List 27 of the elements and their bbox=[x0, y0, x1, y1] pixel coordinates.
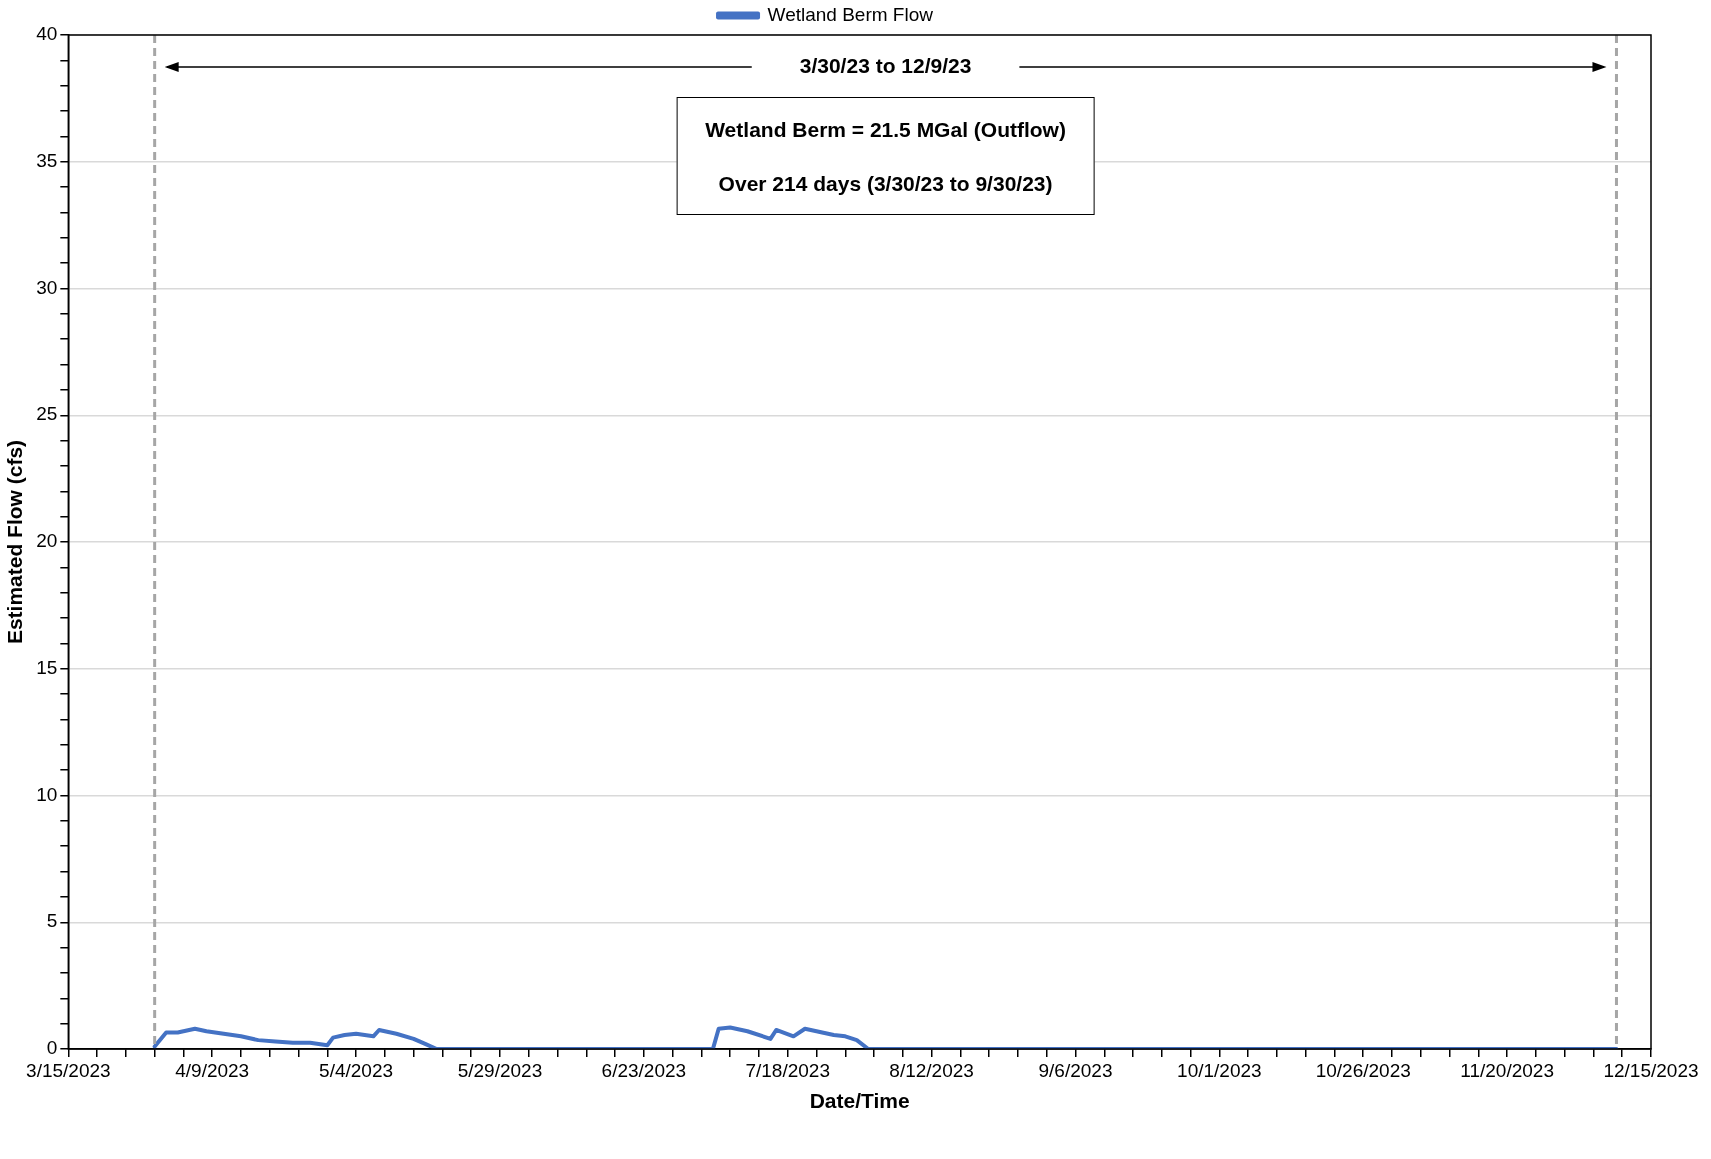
x-tick-label: 10/1/2023 bbox=[1177, 1059, 1262, 1081]
annotation: Wetland Berm = 21.5 MGal (Outflow) bbox=[705, 118, 1066, 142]
x-tick-label: 4/9/2023 bbox=[175, 1059, 250, 1081]
y-tick-label: 40 bbox=[36, 23, 58, 45]
annotation: 3/30/23 to 12/9/23 bbox=[798, 54, 973, 78]
y-tick-label: 35 bbox=[36, 149, 58, 171]
y-tick-label: 25 bbox=[36, 403, 58, 425]
x-tick-label: 12/15/2023 bbox=[1603, 1059, 1699, 1081]
annotation: Over 214 days (3/30/23 to 9/30/23) bbox=[717, 172, 1054, 196]
y-tick-label: 20 bbox=[36, 530, 58, 552]
x-tick-label: 8/12/2023 bbox=[889, 1059, 974, 1081]
x-tick-label: 10/26/2023 bbox=[1315, 1059, 1411, 1081]
y-axis-title: Estimated Flow (cfs) bbox=[3, 439, 27, 645]
x-tick-label: 6/23/2023 bbox=[601, 1059, 687, 1081]
x-tick-label: 7/18/2023 bbox=[745, 1059, 830, 1081]
legend-label: Wetland Berm Flow bbox=[767, 3, 934, 25]
y-tick-label: 5 bbox=[46, 910, 58, 932]
x-axis-title: Date/Time bbox=[809, 1089, 910, 1113]
x-tick-label: 11/20/2023 bbox=[1460, 1059, 1554, 1081]
y-tick-label: 15 bbox=[36, 656, 58, 678]
x-tick-label: 3/15/2023 bbox=[26, 1059, 111, 1081]
x-tick-label: 5/4/2023 bbox=[319, 1059, 394, 1081]
y-tick-label: 0 bbox=[46, 1037, 58, 1059]
y-tick-label: 10 bbox=[36, 783, 58, 805]
x-tick-label: 5/29/2023 bbox=[457, 1059, 543, 1081]
y-tick-label: 30 bbox=[36, 276, 58, 298]
x-tick-label: 9/6/2023 bbox=[1038, 1059, 1113, 1081]
